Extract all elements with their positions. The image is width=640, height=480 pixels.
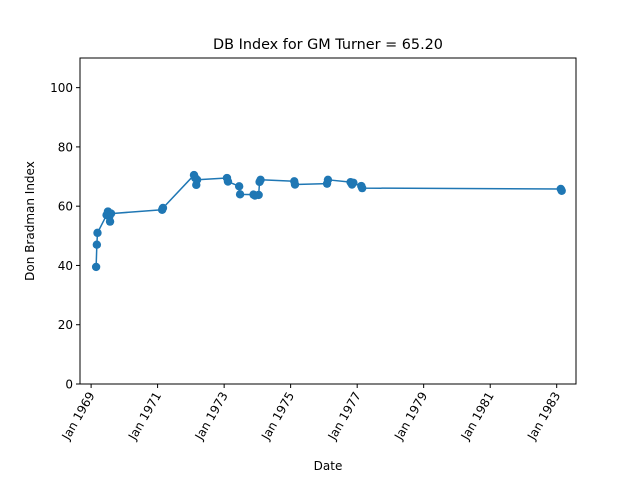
plot-area xyxy=(91,170,566,272)
y-axis-ticks: 0 20 40 60 80 100 xyxy=(50,81,80,392)
data-point xyxy=(323,175,333,185)
data-point xyxy=(234,182,244,191)
data-point xyxy=(105,217,115,226)
data-point xyxy=(223,177,233,186)
data-point xyxy=(235,190,245,199)
y-tick-label: 100 xyxy=(50,81,73,95)
y-tick-label: 60 xyxy=(58,200,73,214)
data-point xyxy=(254,190,263,200)
data-point xyxy=(256,175,265,185)
data-point xyxy=(357,183,367,193)
x-axis-label: Date xyxy=(314,459,343,473)
y-tick-label: 80 xyxy=(58,140,73,154)
y-tick-label: 40 xyxy=(58,259,73,273)
data-point xyxy=(106,209,116,218)
data-point xyxy=(349,178,358,187)
data-point xyxy=(93,228,102,238)
y-axis-label: Don Bradman Index xyxy=(23,161,37,281)
chart-title: DB Index for GM Turner = 65.20 xyxy=(213,37,443,53)
data-point xyxy=(158,203,168,213)
data-point xyxy=(557,186,566,195)
data-point xyxy=(192,175,202,185)
data-point xyxy=(91,262,101,272)
data-point xyxy=(290,180,300,189)
y-tick-label: 20 xyxy=(58,318,73,332)
data-point xyxy=(92,240,102,249)
y-tick-label: 0 xyxy=(65,378,73,392)
axes-frame xyxy=(79,57,577,385)
